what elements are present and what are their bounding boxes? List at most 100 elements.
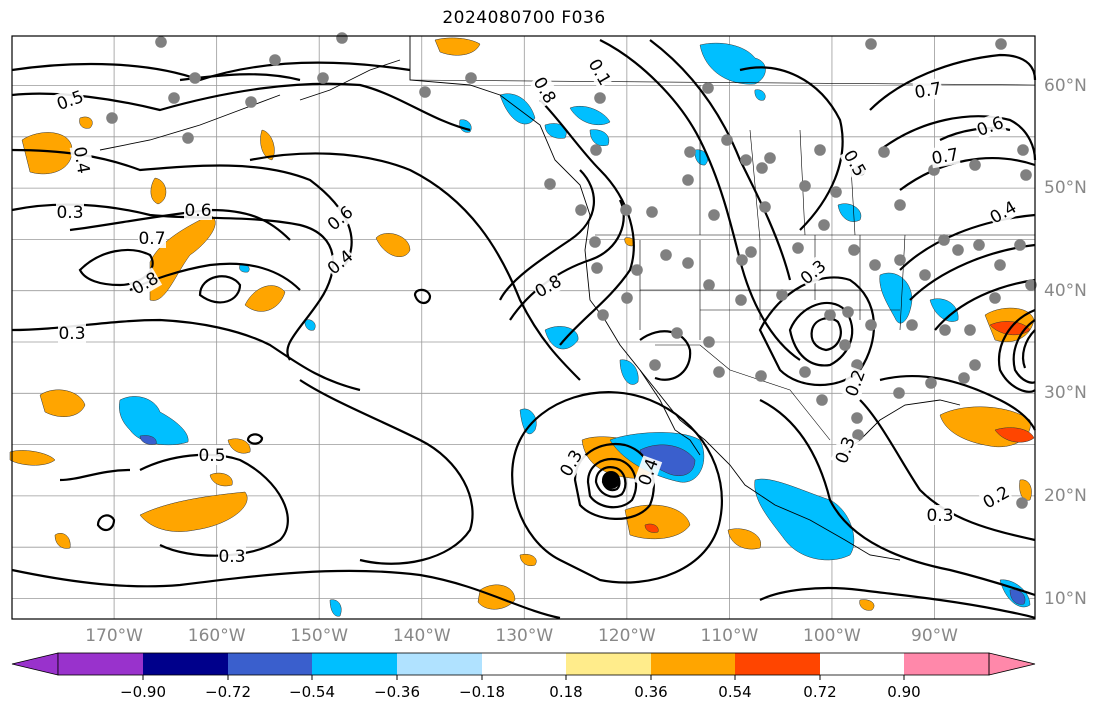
colorbar-segment (143, 653, 228, 675)
grey-dot (740, 154, 752, 166)
contour-label-bg (985, 196, 1021, 228)
grey-dot (1014, 239, 1026, 251)
grey-dot (938, 234, 950, 246)
contour-label: 0.8 (532, 271, 565, 302)
latitude-label: 20°N (1044, 485, 1087, 506)
contour-label: 0.7 (930, 145, 960, 169)
contour-label-bg (973, 111, 1007, 141)
grey-dot (106, 112, 118, 124)
grey-dot (756, 162, 768, 174)
latitude-label: 40°N (1044, 280, 1087, 301)
contour-label-bg (322, 201, 358, 235)
contour-label: 0.1 (584, 56, 615, 89)
colorbar-tick-label: −0.36 (374, 683, 420, 701)
borders (409, 79, 1036, 441)
grey-dot (816, 394, 828, 406)
grey-dot (590, 144, 602, 156)
contour-label: 0.6 (324, 202, 358, 235)
contour-label-bg (840, 366, 870, 400)
grey-dot (1025, 279, 1037, 291)
grey-dot (865, 38, 877, 50)
grey-dot (589, 236, 601, 248)
contour-label-bg (555, 445, 587, 481)
grey-dot (830, 186, 842, 198)
grey-dot (189, 72, 201, 84)
grey-dot (799, 366, 811, 378)
longitude-label: 140°W (392, 626, 451, 646)
grey-dot (818, 219, 830, 231)
contour-label-bg (56, 202, 84, 222)
grey-dot (465, 72, 477, 84)
grey-dot (964, 324, 976, 336)
contour-label-bg (912, 77, 944, 103)
grey-dot (736, 254, 748, 266)
longitude-label: 120°W (597, 626, 656, 646)
contour-label-bg (184, 200, 212, 220)
grey-dot (994, 259, 1006, 271)
grey-dot (919, 269, 931, 281)
latitude-label: 50°N (1044, 178, 1087, 199)
grey-dot (776, 289, 788, 301)
grey-dot (894, 199, 906, 211)
grey-dot (852, 429, 864, 441)
contour-label: 0.3 (797, 256, 831, 289)
strong-negative-anomaly-shading (139, 435, 1026, 605)
contour-label-bg (978, 481, 1014, 513)
latitude-label: 30°N (1044, 383, 1087, 404)
grey-dot (182, 132, 194, 144)
grey-dot (245, 96, 257, 108)
colorbar-segment (312, 653, 397, 675)
grey-dot (703, 336, 715, 348)
longitude-label: 150°W (290, 626, 349, 646)
probability-contours (11, 39, 1037, 620)
grey-dot (713, 366, 725, 378)
contour-label: 0.5 (839, 147, 870, 180)
grey-dot (755, 370, 767, 382)
colorbar-tick-label: 0.90 (887, 683, 921, 701)
contour-label: 0.8 (529, 74, 560, 107)
grey-dot (842, 306, 854, 318)
contour-label-bg (633, 455, 663, 489)
grey-dot (1020, 169, 1032, 181)
contour-label-bg (584, 54, 616, 90)
grey-dot (646, 206, 658, 218)
grey-dot (419, 86, 431, 98)
colorbar-tick-label: 0.54 (718, 683, 752, 701)
contour-label-bg (198, 445, 226, 465)
colorbar (11, 652, 1036, 680)
grey-dot (1016, 497, 1028, 509)
longitude-label: 130°W (495, 626, 554, 646)
colorbar-segment (397, 653, 482, 675)
colorbar-tick-label: −0.18 (459, 683, 505, 701)
contour-label-bg (839, 145, 871, 181)
grey-dot (1017, 144, 1029, 156)
grey-dot (702, 82, 714, 94)
grey-dot (814, 144, 826, 156)
grey-dot (682, 257, 694, 269)
contour-label: 0.4 (69, 145, 93, 175)
contour-label: 0.3 (218, 547, 245, 567)
colorbar-segment (735, 653, 820, 675)
colorbar-tick-label: 0.18 (549, 683, 583, 701)
grey-dot (878, 146, 890, 158)
grey-dot (865, 319, 877, 331)
grey-dot (989, 292, 1001, 304)
grey-dot (649, 359, 661, 371)
grey-dot (591, 262, 603, 274)
colorbar-outline (57, 652, 990, 676)
contour-label-bg (929, 143, 961, 169)
grey-dot (721, 134, 733, 146)
colorbar-segment (228, 653, 312, 675)
colorbar-segment (482, 653, 566, 675)
colorbar-segment (651, 653, 735, 675)
grey-dot (620, 204, 632, 216)
grey-dot (703, 279, 715, 291)
observation-dots (106, 32, 1037, 509)
chart-title: 2024080700 F036 (442, 8, 606, 28)
colorbar-tick-label: −0.72 (205, 683, 251, 701)
grey-dot (597, 309, 609, 321)
grey-dot (544, 178, 556, 190)
contour-label: 0.7 (138, 229, 165, 249)
latitude-label: 60°N (1044, 75, 1087, 96)
grey-dot (893, 387, 905, 399)
